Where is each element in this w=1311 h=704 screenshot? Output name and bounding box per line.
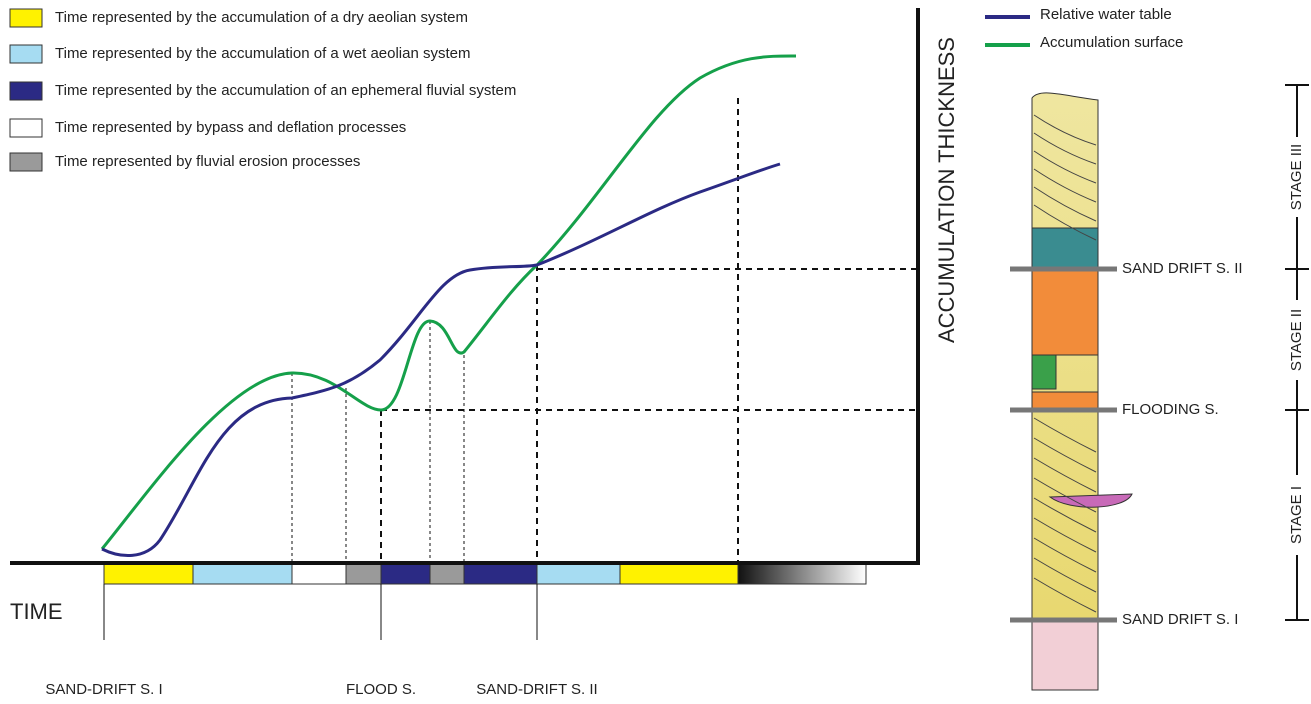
legend-swatch <box>10 153 42 171</box>
column-orange-base <box>1032 392 1098 410</box>
time-segment <box>104 564 193 584</box>
surface-label: SAND DRIFT S. I <box>1122 611 1238 628</box>
time-segment <box>464 564 537 584</box>
time-segment <box>292 564 346 584</box>
legend-label: Time represented by the accumulation of … <box>55 82 516 99</box>
column-orange <box>1032 269 1098 355</box>
stage-label: STAGE II <box>1288 309 1305 371</box>
column-lower <box>1032 620 1098 690</box>
column-teal <box>1032 228 1098 269</box>
time-segment <box>193 564 292 584</box>
stage-label: STAGE III <box>1288 144 1305 210</box>
time-segment <box>738 564 866 584</box>
legend-swatch <box>10 119 42 137</box>
time-segment <box>346 564 381 584</box>
legend-label: Accumulation surface <box>1040 34 1183 51</box>
legend-swatch <box>10 9 42 27</box>
water-table <box>102 164 780 556</box>
marker-label: SAND-DRIFT S. I <box>45 681 162 698</box>
column-green <box>1032 355 1056 389</box>
legend-label: Time represented by bypass and deflation… <box>55 119 406 136</box>
legend-label: Relative water table <box>1040 6 1172 23</box>
time-segment <box>537 564 620 584</box>
y-axis-label: ACCUMULATION THICKNESS <box>934 37 959 343</box>
legend-label: Time represented by fluvial erosion proc… <box>55 153 360 170</box>
legend-swatch <box>10 82 42 100</box>
surface-label: FLOODING S. <box>1122 401 1219 418</box>
marker-label: SAND-DRIFT S. II <box>476 681 597 698</box>
x-axis-label: TIME <box>10 599 63 624</box>
time-segment <box>620 564 738 584</box>
legend-label: Time represented by the accumulation of … <box>55 45 471 62</box>
time-segment <box>430 564 464 584</box>
stage-label: STAGE I <box>1288 486 1305 544</box>
legend-swatch <box>10 45 42 63</box>
diagram: Time represented by the accumulation of … <box>0 0 1311 704</box>
surface-label: SAND DRIFT S. II <box>1122 260 1243 277</box>
marker-label: FLOOD S. <box>346 681 416 698</box>
time-segment <box>381 564 430 584</box>
legend-label: Time represented by the accumulation of … <box>55 9 468 26</box>
